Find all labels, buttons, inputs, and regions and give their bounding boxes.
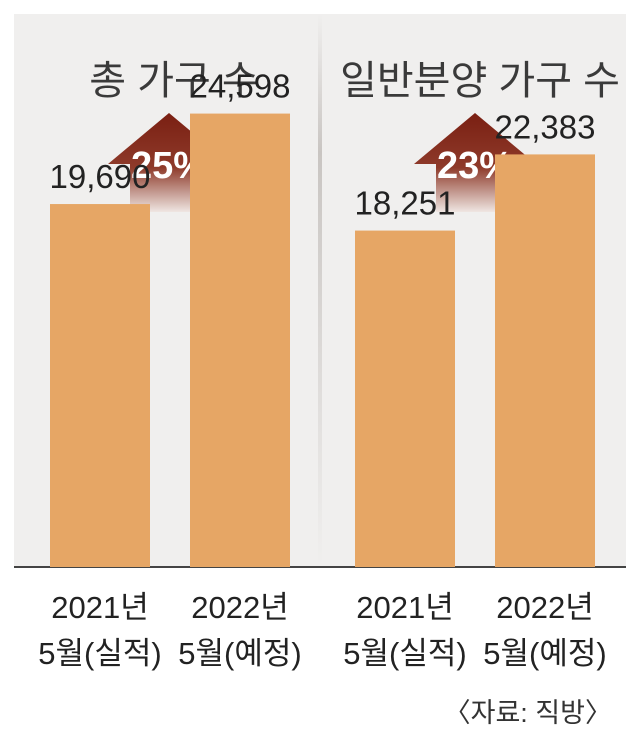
x-tick-label: 5월(실적): [343, 636, 466, 671]
bar: [355, 230, 455, 567]
x-tick-label: 5월(예정): [483, 636, 606, 671]
x-tick-label: 2022년: [496, 590, 593, 625]
bar-value-label: 18,251: [355, 185, 456, 222]
bar-group: 19,690 2021년 5월(실적) 24,598 2022년 5월(예정): [38, 68, 301, 671]
bar-value-label: 22,383: [495, 108, 596, 145]
bar: [495, 154, 595, 568]
panel-title: 총 가구 수: [89, 59, 258, 103]
panel-total-households: 총 가구 수 25% 19,6902021년5월(실적)24,5982022년5…: [38, 59, 301, 671]
bar-value-label: 24,598: [190, 68, 291, 105]
bar: [190, 113, 290, 567]
x-tick-label: 5월(실적): [38, 636, 161, 671]
bar-group: 18,251 2021년 5월(실적) 22,383 2022년 5월(예정): [343, 108, 606, 671]
panel-divider: [318, 14, 322, 567]
panel-title: 일반분양 가구 수: [340, 59, 620, 103]
source-note: 〈자료: 직방〉: [444, 698, 612, 728]
bar-value-label: 19,690: [50, 158, 151, 195]
x-tick-label: 2021년: [356, 590, 453, 625]
x-tick-label: 2022년: [191, 590, 288, 625]
x-tick-label: 5월(예정): [178, 636, 301, 671]
panel-general-sale-households: 일반분양 가구 수 23% 18,2512021년5월(실적)22,383202…: [340, 59, 620, 671]
x-tick-label: 2021년: [51, 590, 148, 625]
bar: [50, 204, 150, 567]
